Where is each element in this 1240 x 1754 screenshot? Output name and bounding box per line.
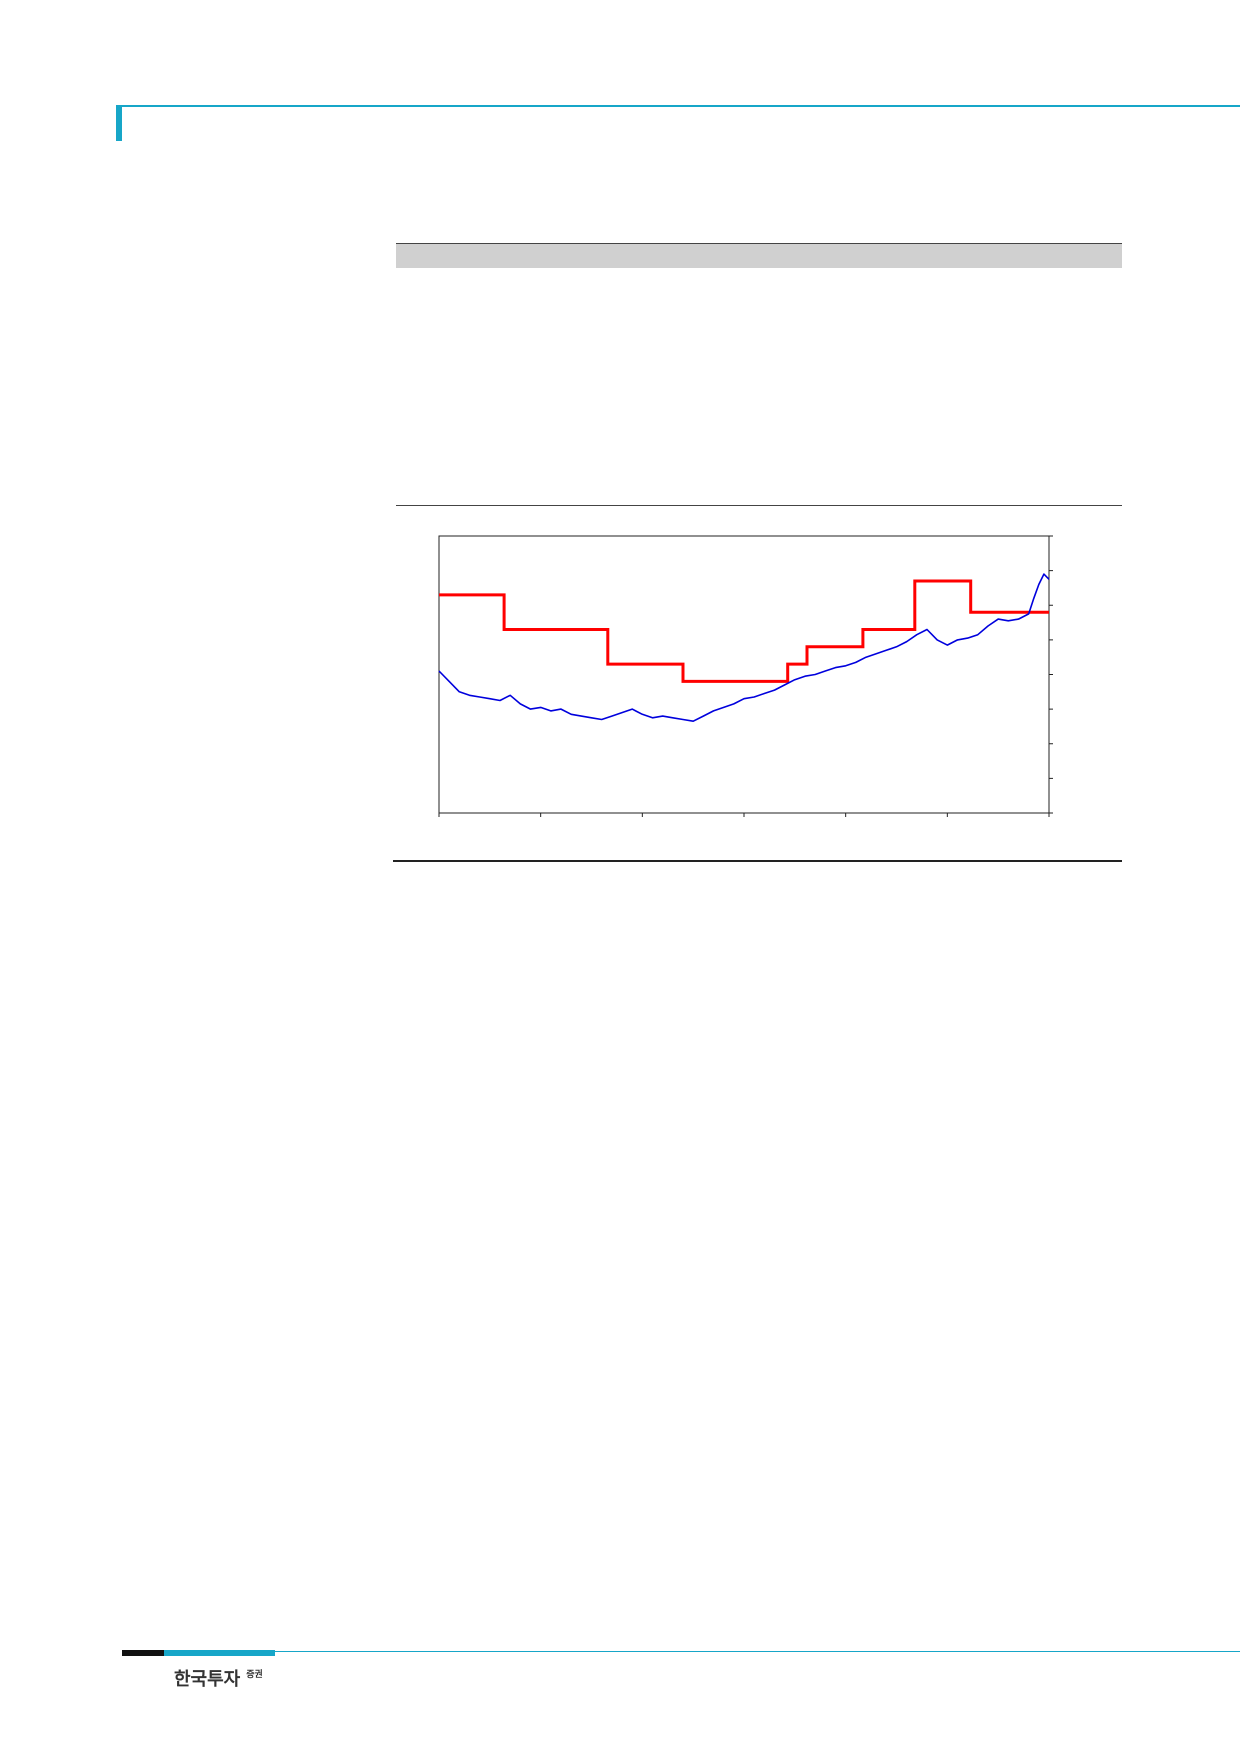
header-rule [116,105,1240,107]
header-accent-bar [116,105,122,141]
chart-series [438,573,1050,722]
footer-black-bar [122,1650,164,1656]
footer-accent-bar [164,1650,275,1656]
table-header-row [396,244,1122,268]
chart-bottom-rule [393,860,1122,862]
price-chart [438,535,1053,817]
brand-suffix: 증권 [246,1670,263,1680]
series-line-red-0 [439,579,1049,683]
footer-rule [275,1651,1240,1652]
chart-axes [438,535,1053,817]
plot-frame [438,535,1050,814]
brand-name: 한국투자 [174,1669,241,1690]
table-top-rule [396,243,1122,244]
brand-logo: 한국투자 증권 [174,1665,263,1691]
table-bottom-rule [396,505,1122,506]
series-line-blue-1 [438,573,1050,722]
chart-panel [396,506,1122,860]
